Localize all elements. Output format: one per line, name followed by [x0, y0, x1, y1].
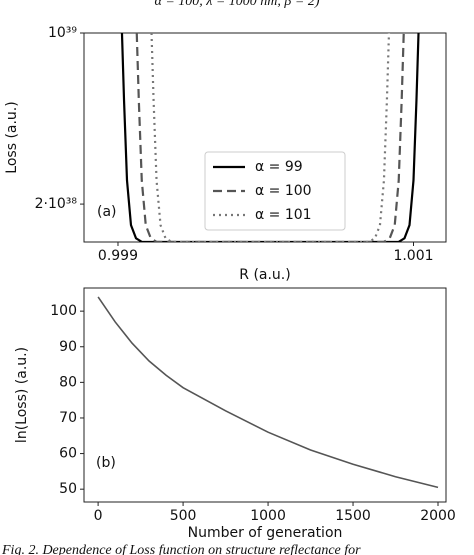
legend-label: α = 101 [255, 207, 312, 223]
y-tick-label: 10³⁹ [48, 25, 77, 41]
panel-label: (a) [97, 204, 117, 220]
data-line [135, 33, 405, 242]
x-tick-label: 0.999 [98, 248, 138, 264]
y-tick-label: 70 [59, 410, 77, 426]
x-tick-label: 1500 [335, 508, 371, 524]
y-tick-label: 2·10³⁸ [35, 196, 78, 212]
panel-label: (b) [96, 455, 116, 471]
x-axis-label: R (a.u.) [239, 267, 290, 283]
x-tick-label: 1.001 [393, 248, 433, 264]
y-tick-label: 90 [59, 339, 77, 355]
data-line [120, 33, 420, 242]
x-tick-label: 2000 [420, 508, 456, 524]
plot-frame [83, 287, 447, 503]
y-tick-label: 100 [50, 303, 77, 319]
y-axis-label: Loss (a.u.) [4, 101, 20, 173]
y-axis-label: ln(Loss) (a.u.) [14, 347, 30, 443]
legend-box [204, 151, 346, 231]
x-tick-label: 0 [94, 508, 103, 524]
y-tick-label: 50 [59, 481, 77, 497]
legend-label: α = 99 [255, 159, 303, 175]
legend-label: α = 100 [255, 183, 312, 199]
data-line [97, 296, 439, 489]
x-tick-label: 1000 [250, 508, 286, 524]
caption: Fig. 2. Dependence of Loss function on s… [1, 543, 361, 555]
caption-top: α = 100, λ = 1000 nm, β = 2) [155, 0, 320, 9]
x-tick-label: 500 [170, 508, 197, 524]
y-tick-label: 80 [59, 374, 77, 390]
x-axis-label: Number of generation [188, 525, 343, 541]
y-tick-label: 60 [59, 446, 77, 462]
